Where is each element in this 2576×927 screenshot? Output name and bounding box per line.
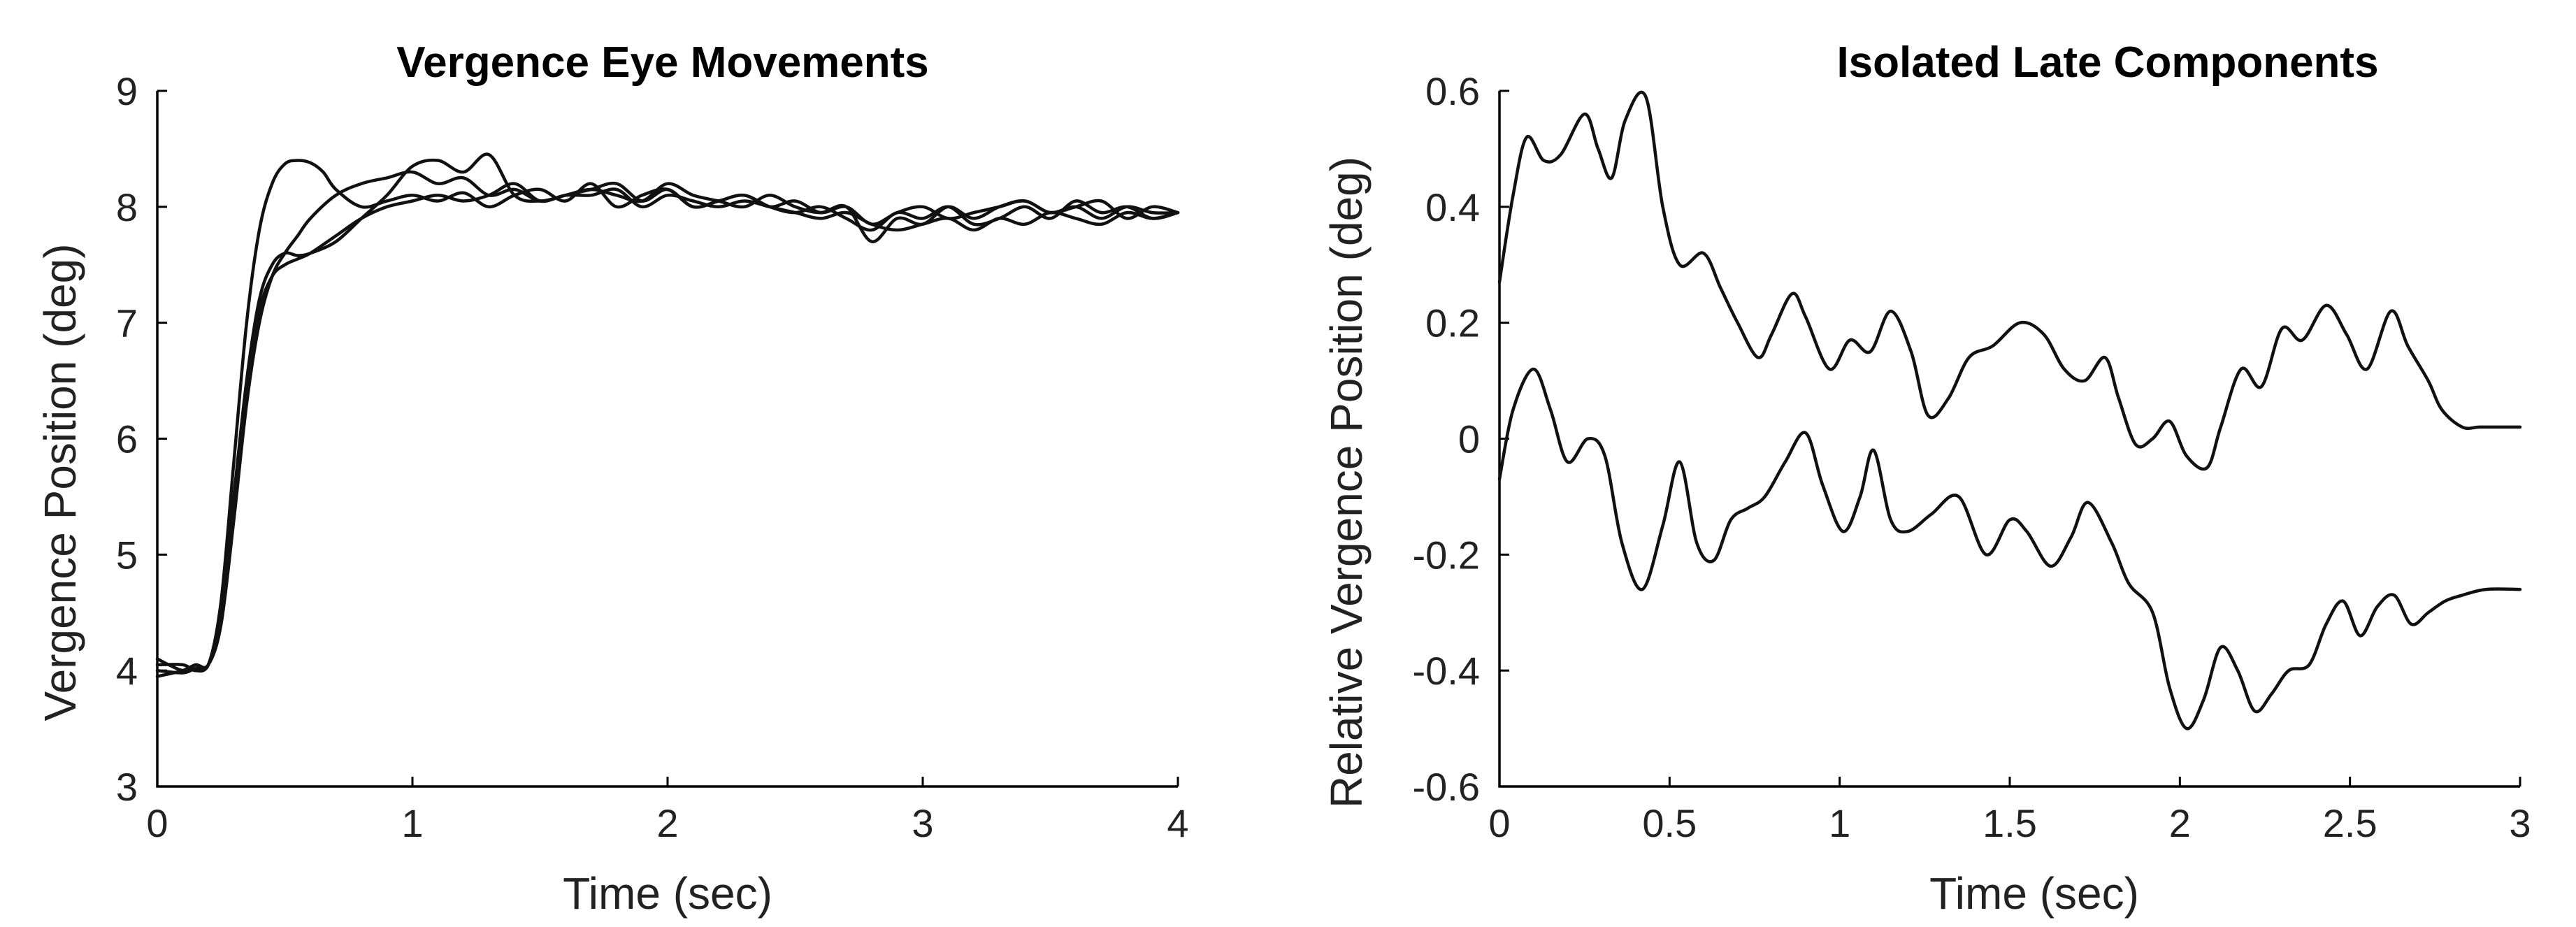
x-tick-label: 2	[656, 801, 678, 845]
y-tick-label: 7	[116, 301, 138, 345]
x-tick-label: 0	[146, 801, 168, 845]
y-tick-label: 0.2	[1425, 301, 1480, 345]
chart-title: Vergence Eye Movements	[396, 38, 929, 87]
x-tick-label: 0.5	[1642, 801, 1697, 845]
series-line-2	[155, 170, 1180, 678]
x-tick-label: 3	[912, 801, 933, 845]
y-tick-label: 0.4	[1425, 185, 1480, 229]
y-tick-label: -0.2	[1413, 533, 1481, 577]
x-tick-label: 2	[2169, 801, 2191, 845]
x-tick-label: 1	[1829, 801, 1850, 845]
x-tick-label: 4	[1167, 801, 1188, 845]
y-tick-label: 9	[116, 69, 138, 113]
series-line-1	[1497, 90, 2522, 471]
y-tick-label: 8	[116, 185, 138, 229]
chart-title: Isolated Late Components	[1836, 38, 2378, 87]
series-line-1	[155, 159, 1180, 673]
x-tick-label: 2.5	[2323, 801, 2377, 845]
y-tick-label: 6	[116, 417, 138, 461]
axes-frame	[1498, 91, 2520, 788]
y-tick-label: 5	[116, 533, 138, 577]
x-tick-label: 0	[1488, 801, 1510, 845]
vergence-eye-movements-chart: Vergence Eye Movements Time (sec) Vergen…	[35, 38, 1189, 919]
y-tick-label: 3	[116, 765, 138, 809]
y-tick-label: -0.4	[1413, 649, 1481, 693]
x-tick-label: 3	[2509, 801, 2531, 845]
y-tick-label: 4	[116, 649, 138, 693]
x-axis-label: Time (sec)	[563, 868, 772, 919]
x-tick-label: 1.5	[1983, 801, 2037, 845]
isolated-late-components-chart: Isolated Late Components Time (sec) Rela…	[1321, 38, 2531, 919]
series-line-2	[1497, 367, 2522, 731]
x-axis-label: Time (sec)	[1929, 868, 2139, 919]
y-axis-label: Relative Vergence Position (deg)	[1321, 157, 1372, 808]
series-line-3	[155, 152, 1180, 675]
y-tick-label: -0.6	[1413, 765, 1481, 809]
series-line-4	[155, 182, 1180, 673]
y-tick-label: 0	[1458, 417, 1480, 461]
y-tick-label: 0.6	[1425, 69, 1480, 113]
y-axis-label: Vergence Position (deg)	[35, 243, 85, 721]
x-tick-label: 1	[401, 801, 423, 845]
